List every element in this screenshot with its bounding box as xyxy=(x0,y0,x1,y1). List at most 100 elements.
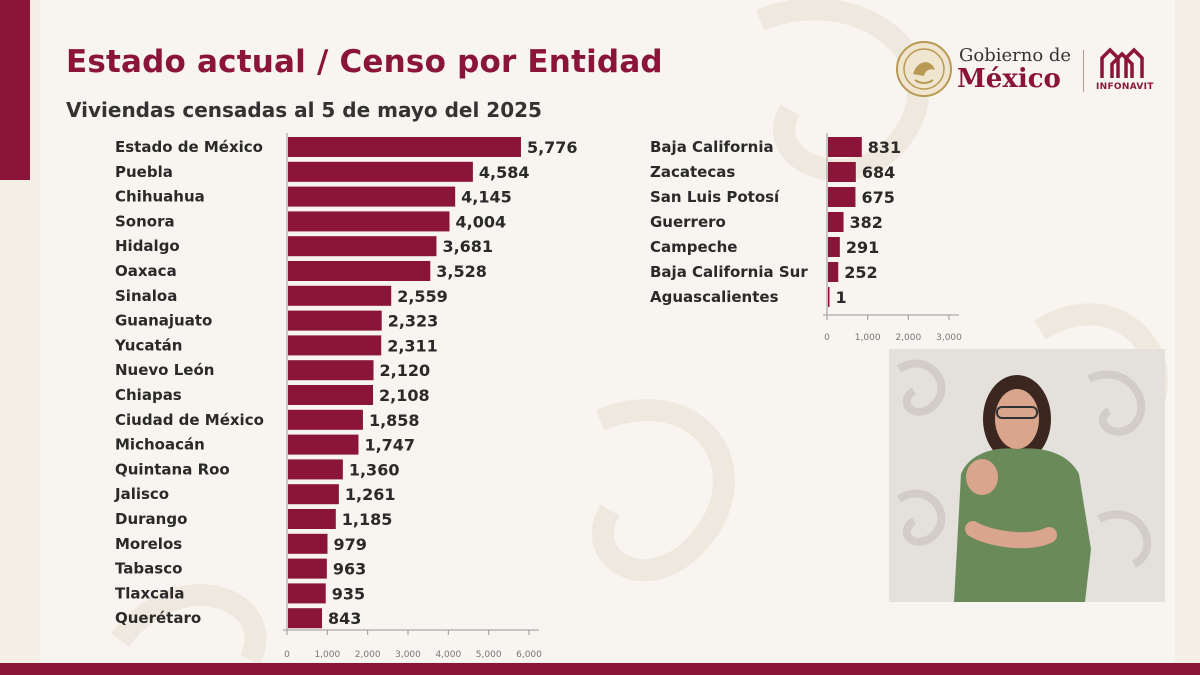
value-label: 1,858 xyxy=(369,411,420,430)
value-label: 1 xyxy=(836,288,847,307)
category-label: Sinaloa xyxy=(115,287,177,305)
value-label: 3,681 xyxy=(442,237,493,256)
category-label: Chiapas xyxy=(115,386,182,404)
value-label: 2,120 xyxy=(380,361,431,380)
bar xyxy=(288,385,374,405)
bar xyxy=(828,237,840,257)
category-label: Querétaro xyxy=(115,609,201,627)
value-label: 4,004 xyxy=(455,212,506,231)
bar xyxy=(288,211,450,232)
tick-label: 4,000 xyxy=(435,650,461,660)
category-label: Nuevo León xyxy=(115,361,214,379)
category-label: Puebla xyxy=(115,163,173,181)
category-label: Yucatán xyxy=(114,336,182,354)
value-label: 3,528 xyxy=(436,262,487,281)
category-label: Tlaxcala xyxy=(115,584,184,602)
value-label: 831 xyxy=(868,138,901,157)
category-label: Morelos xyxy=(115,535,182,553)
category-label: Guerrero xyxy=(650,213,726,231)
bar xyxy=(288,434,359,455)
bar xyxy=(288,137,521,157)
bar xyxy=(288,236,437,257)
value-label: 675 xyxy=(861,188,894,207)
category-label: San Luis Potosí xyxy=(650,188,780,206)
infonavit-label: INFONAVIT xyxy=(1096,82,1154,92)
logo-group: Gobierno de México INFONAVIT xyxy=(895,40,1155,100)
gobierno-de-text: Gobierno de xyxy=(959,45,1072,66)
bar xyxy=(288,509,336,529)
tick-label: 5,000 xyxy=(476,650,502,660)
value-label: 2,108 xyxy=(379,386,430,405)
bar xyxy=(288,161,473,182)
category-label: Chihuahua xyxy=(115,188,205,206)
page-title: Estado actual / Censo por Entidad xyxy=(66,44,663,80)
category-label: Baja California Sur xyxy=(650,263,808,281)
infonavit-logo-icon xyxy=(1100,47,1144,78)
category-label: Aguascalientes xyxy=(650,288,779,306)
bar xyxy=(288,533,328,554)
tick-label: 6,000 xyxy=(516,650,542,660)
tick-label: 3,000 xyxy=(395,650,421,660)
tick-label: 0 xyxy=(284,650,290,660)
category-label: Campeche xyxy=(650,238,737,256)
sign-language-interpreter-video xyxy=(889,349,1165,602)
bar xyxy=(288,558,327,579)
national-seal-icon xyxy=(896,41,952,97)
bar xyxy=(288,459,343,480)
bar xyxy=(828,187,856,207)
logo-divider xyxy=(1083,50,1084,92)
value-label: 935 xyxy=(332,584,365,603)
value-label: 963 xyxy=(333,560,366,579)
bar xyxy=(288,360,374,381)
value-label: 1,185 xyxy=(342,510,393,529)
value-label: 979 xyxy=(333,535,366,554)
value-label: 4,145 xyxy=(461,188,512,207)
bar xyxy=(828,162,856,182)
bar xyxy=(828,262,839,282)
bar xyxy=(288,310,382,331)
bar xyxy=(828,287,830,307)
category-label: Sonora xyxy=(115,212,175,230)
bar xyxy=(288,335,382,356)
category-label: Tabasco xyxy=(115,560,182,578)
value-label: 5,776 xyxy=(527,138,578,157)
category-label: Oaxaca xyxy=(115,262,177,280)
bar xyxy=(828,212,844,232)
tick-label: 2,000 xyxy=(355,650,381,660)
value-label: 2,323 xyxy=(388,312,439,331)
bar xyxy=(828,137,862,157)
tick-label: 1,000 xyxy=(314,650,340,660)
value-label: 1,360 xyxy=(349,460,400,479)
bar xyxy=(288,608,323,629)
left-accent-bar xyxy=(0,0,30,180)
value-label: 252 xyxy=(844,263,877,282)
category-label: Estado de México xyxy=(115,138,263,156)
value-label: 2,311 xyxy=(387,336,438,355)
category-label: Ciudad de México xyxy=(115,411,264,429)
value-label: 2,559 xyxy=(397,287,448,306)
tick-label: 3,000 xyxy=(936,333,962,343)
value-label: 1,261 xyxy=(345,485,396,504)
value-label: 684 xyxy=(862,163,895,182)
category-label: Quintana Roo xyxy=(115,460,230,478)
category-label: Zacatecas xyxy=(650,163,735,181)
bar xyxy=(288,484,339,505)
category-label: Michoacán xyxy=(115,436,205,454)
value-label: 1,747 xyxy=(364,436,415,455)
value-label: 291 xyxy=(846,238,879,257)
bar xyxy=(288,261,431,281)
category-label: Hidalgo xyxy=(115,237,180,255)
value-label: 382 xyxy=(850,213,883,232)
category-label: Baja California xyxy=(650,138,774,156)
tick-label: 1,000 xyxy=(855,333,881,343)
bar xyxy=(288,285,392,306)
value-label: 843 xyxy=(328,609,361,628)
page-subtitle: Viviendas censadas al 5 de mayo del 2025 xyxy=(66,98,542,122)
bottom-accent-bar xyxy=(0,663,1200,675)
bar xyxy=(288,186,456,207)
category-label: Durango xyxy=(115,510,187,528)
mexico-text: México xyxy=(957,64,1061,94)
category-label: Jalisco xyxy=(114,485,169,503)
category-label: Guanajuato xyxy=(115,312,212,330)
